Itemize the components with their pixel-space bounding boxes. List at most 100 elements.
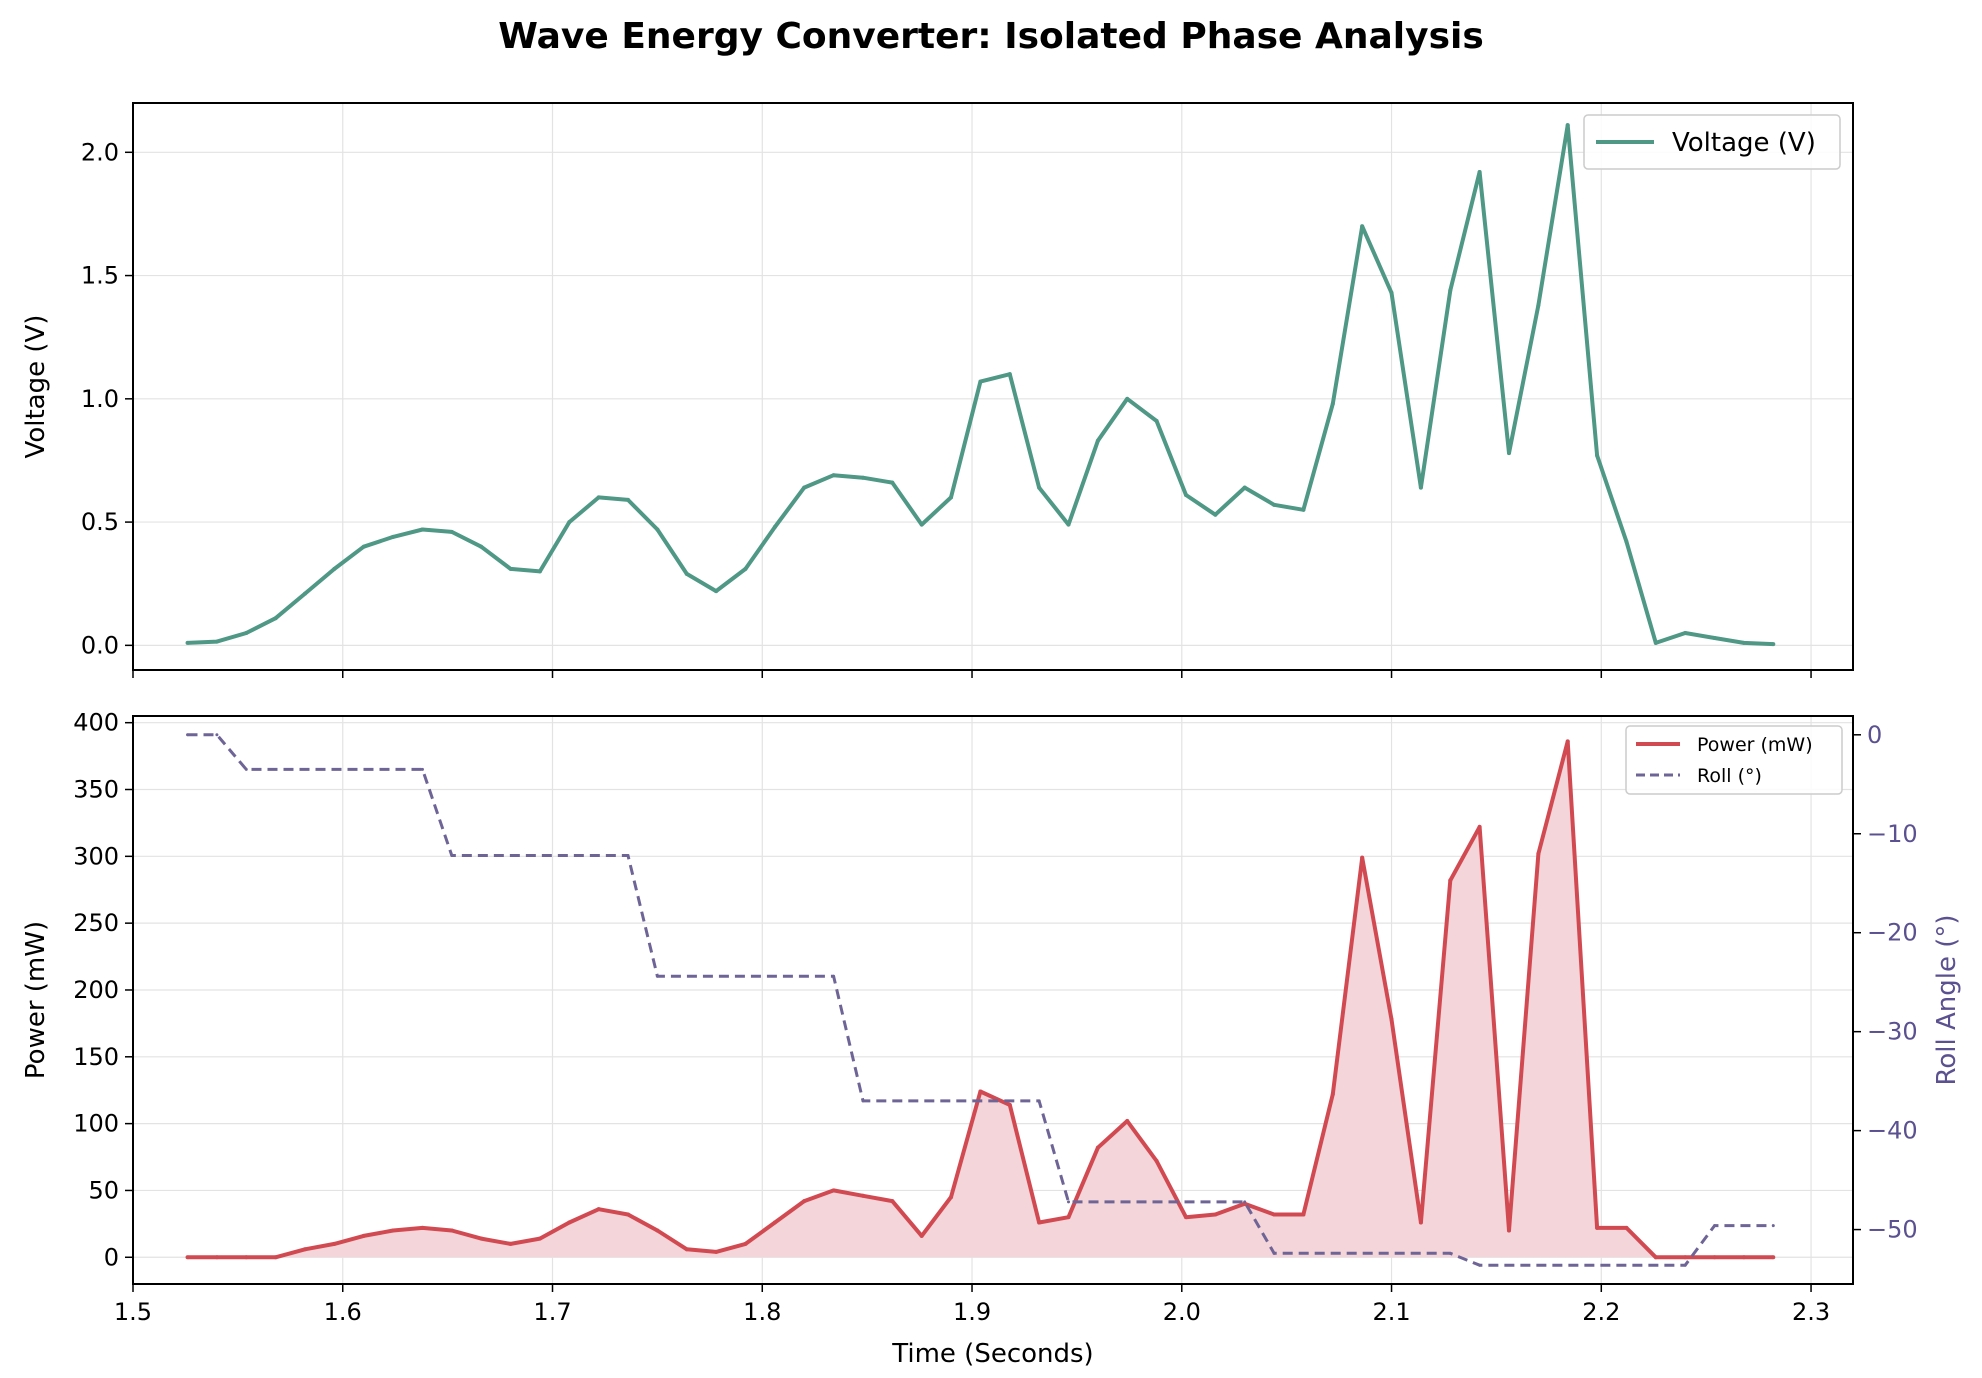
voltage-point	[655, 527, 660, 532]
power-point	[273, 1255, 278, 1260]
power-point	[1037, 1220, 1042, 1225]
voltage-point	[1595, 453, 1600, 458]
voltage-point	[1183, 492, 1188, 497]
time-xtick-label-2-1: 2.1	[1372, 1298, 1410, 1326]
time-xtick-label-1-6: 1.6	[324, 1298, 362, 1326]
voltage-point	[919, 522, 924, 527]
voltage-point	[626, 497, 631, 502]
power-point	[1301, 1212, 1306, 1217]
voltage-point	[1330, 401, 1335, 406]
voltage-point	[949, 495, 954, 500]
voltage-point	[1653, 640, 1658, 645]
power-point	[1183, 1215, 1188, 1220]
power-point	[1624, 1225, 1629, 1230]
power-point	[244, 1255, 249, 1260]
roll-point	[626, 854, 630, 858]
roll-point	[215, 733, 219, 737]
voltage-point	[361, 544, 366, 549]
voltage-point	[1771, 642, 1776, 647]
power-point	[714, 1249, 719, 1254]
voltage-point	[596, 495, 601, 500]
power-point	[860, 1193, 865, 1198]
roll-ytick-label-50: −50	[1867, 1216, 1918, 1244]
power-point	[1741, 1255, 1746, 1260]
power-point	[919, 1233, 924, 1238]
voltage-point	[1712, 635, 1717, 640]
time-xtick-label-1-7: 1.7	[533, 1298, 571, 1326]
roll-ytick-label-40: −40	[1867, 1117, 1918, 1145]
roll-point	[1771, 1224, 1775, 1228]
chart-title: Wave Energy Converter: Isolated Phase An…	[498, 16, 1484, 57]
voltage-ytick-label-1-5: 1.5	[81, 262, 119, 290]
voltage-point	[1360, 224, 1365, 229]
power-point	[185, 1255, 190, 1260]
roll-y-axis-title: Roll Angle (°)	[1932, 914, 1962, 1085]
roll-point	[1448, 1251, 1452, 1255]
roll-point	[1478, 1263, 1482, 1267]
roll-point	[244, 767, 248, 771]
voltage-series	[185, 123, 1776, 647]
voltage-point	[1095, 438, 1100, 443]
power-point	[978, 1089, 983, 1094]
power-point	[1771, 1255, 1776, 1260]
power-point	[567, 1220, 572, 1225]
voltage-point	[244, 631, 249, 636]
legend-voltage-label: Voltage (V)	[1672, 128, 1816, 158]
voltage-point	[214, 639, 219, 644]
voltage-axes-frame	[132, 102, 1854, 671]
power-point	[1683, 1255, 1688, 1260]
roll-ytick-label-30: −30	[1867, 1018, 1918, 1046]
roll-point	[450, 854, 454, 858]
voltage-point	[890, 480, 895, 485]
roll-ytick-label-20: −20	[1867, 919, 1918, 947]
voltage-ytick-label-0: 0.0	[81, 631, 119, 659]
voltage-point	[1272, 502, 1277, 507]
power-point	[1066, 1215, 1071, 1220]
power-ytick-label-100: 100	[73, 1110, 119, 1138]
voltage-ytick-label-0-5: 0.5	[81, 508, 119, 536]
power-point	[1360, 855, 1365, 860]
legend-roll-label: Roll (°)	[1697, 765, 1762, 787]
power-point	[1595, 1225, 1600, 1230]
roll-ytick-label-0: 0	[1867, 721, 1882, 749]
voltage-panel: 0.0 0.5 1.0 1.5 2.0 Voltage (V) Voltage (V)	[21, 102, 1854, 678]
power-area-fill	[187, 741, 1774, 1258]
voltage-point	[1213, 512, 1218, 517]
voltage-point	[1624, 539, 1629, 544]
power-point	[537, 1236, 542, 1241]
roll-line	[187, 733, 1774, 1267]
power-point	[1653, 1255, 1658, 1260]
voltage-point	[772, 525, 777, 530]
time-xtick-label-2: 2.0	[1163, 1298, 1201, 1326]
power-point	[303, 1247, 307, 1252]
power-point	[1154, 1159, 1159, 1164]
voltage-point	[1389, 290, 1394, 295]
voltage-point	[1741, 640, 1746, 645]
voltage-point	[1536, 303, 1541, 308]
roll-point	[1037, 1099, 1041, 1103]
power-point	[1330, 1092, 1335, 1097]
time-x-axis-title: Time (Seconds)	[891, 1339, 1093, 1369]
power-point	[890, 1199, 895, 1204]
voltage-point	[567, 520, 572, 525]
roll-point	[186, 733, 190, 737]
voltage-point	[1507, 451, 1511, 456]
power-point	[332, 1241, 337, 1246]
roll-ytick-label-10: −10	[1867, 820, 1918, 848]
voltage-point	[743, 566, 748, 571]
voltage-point	[1037, 485, 1042, 490]
power-y-axis-title: Power (mW)	[21, 921, 51, 1079]
voltage-point	[185, 640, 190, 645]
voltage-grid	[132, 103, 1853, 670]
power-point	[743, 1241, 748, 1246]
voltage-point	[1448, 288, 1453, 293]
voltage-legend-box	[1583, 114, 1841, 170]
power-point	[1536, 851, 1541, 856]
voltage-ytick-label-2: 2.0	[81, 138, 119, 166]
power-ticks: 1.5 1.6 1.7 1.8 1.9 2.0 2.1 2.2 2.3 0 50 100 150 200 2…	[73, 709, 1917, 1326]
power-point	[596, 1207, 601, 1212]
voltage-legend: Voltage (V)	[1583, 114, 1841, 170]
power-point	[1272, 1212, 1277, 1217]
power-point	[449, 1228, 454, 1233]
power-point	[1712, 1255, 1717, 1260]
